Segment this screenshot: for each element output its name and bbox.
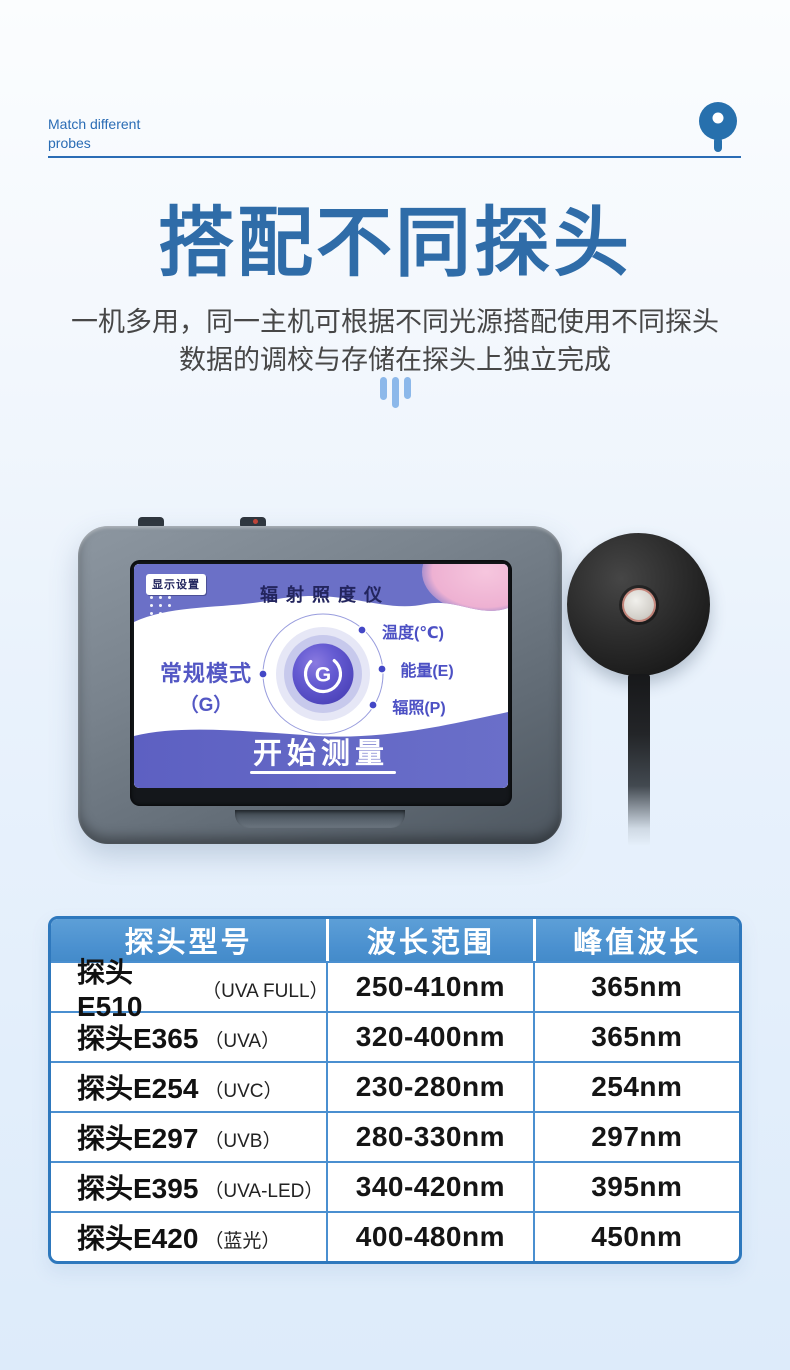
mode-label: 常规模式 （G） — [142, 656, 270, 717]
probe-sensor-eye — [621, 587, 656, 622]
table-row: 探头E254 （UVC） 230-280nm 254nm — [51, 1061, 739, 1111]
probe-tag: （UVC） — [204, 1080, 283, 1102]
table-header-model: 探头型号 — [124, 927, 253, 959]
peak-wavelength: 450nm — [532, 1213, 739, 1261]
probe-tag: （蓝光） — [204, 1230, 281, 1252]
screen-menu-irradiance: 辐照(P) — [392, 700, 446, 717]
table-row: 探头E510 （UVA FULL） 250-410nm 365nm — [51, 957, 739, 1022]
table-row: 探头E420 （蓝光） 400-480nm 450nm — [51, 1211, 739, 1261]
start-button-underline — [250, 771, 396, 774]
dots-grid-decoration — [150, 596, 171, 623]
table-header-peak: 峰值波长 — [532, 919, 739, 961]
probe-model: 探头E254 — [77, 1073, 199, 1104]
probe-spec-table: 探头型号 波长范围 峰值波长 探头E510 （UVA FULL） 250-410n… — [48, 916, 742, 1264]
subtitle: 一机多用，同一主机可根据不同光源搭配使用不同探头 数据的调校与存储在探头上独立完… — [0, 303, 790, 379]
subtitle-line-2: 数据的调校与存储在探头上独立完成 — [179, 345, 611, 375]
wavelength-range: 250-410nm — [326, 963, 532, 1011]
dial-dots — [258, 625, 387, 710]
header-divider — [48, 156, 741, 158]
peak-wavelength: 365nm — [532, 963, 739, 1011]
display-settings-button: 显示设置 — [146, 574, 206, 595]
probe-model: 探头E510 — [77, 957, 143, 1022]
table-row: 探头E297 （UVB） 280-330nm 297nm — [51, 1111, 739, 1161]
probe-model: 探头E365 — [77, 1023, 199, 1054]
probe-model: 探头E395 — [77, 1173, 199, 1204]
probe-model: 探头E297 — [77, 1123, 199, 1154]
device-notch — [235, 810, 405, 828]
dial: G — [258, 613, 387, 735]
peak-wavelength: 365nm — [532, 1013, 739, 1061]
probe-stem — [628, 674, 650, 846]
probe-pin-icon — [699, 102, 737, 152]
peak-wavelength: 254nm — [532, 1063, 739, 1111]
device-bezel: G 显示设置 辐射照度仪 — [130, 560, 512, 806]
probe-tag: （UVA FULL） — [202, 980, 329, 1002]
start-measure-button: 开始测量 — [252, 738, 389, 770]
logo-letter: G — [315, 664, 331, 687]
wavelength-range: 230-280nm — [326, 1063, 532, 1111]
probe-model: 探头E420 — [77, 1223, 199, 1254]
table-row: 探头E395 （UVA-LED） 340-420nm 395nm — [51, 1161, 739, 1211]
table-header-row: 探头型号 波长范围 峰值波长 — [51, 919, 739, 961]
screen-title: 辐射照度仪 — [260, 585, 390, 605]
device-screen: G 显示设置 辐射照度仪 — [134, 564, 508, 788]
decoration-bars — [0, 377, 790, 408]
table-header-range: 波长范围 — [326, 919, 532, 961]
peak-wavelength: 395nm — [532, 1163, 739, 1211]
peak-wavelength: 297nm — [532, 1113, 739, 1161]
tagline-en: Match different probes — [48, 116, 141, 151]
screen-menu-energy: 能量(E) — [400, 663, 454, 680]
wavelength-range: 280-330nm — [326, 1113, 532, 1161]
screen-menu-temperature: 温度(℃) — [381, 625, 445, 642]
mode-label-line2: （G） — [179, 695, 233, 716]
wavelength-range: 400-480nm — [326, 1213, 532, 1261]
subtitle-line-1: 一机多用，同一主机可根据不同光源搭配使用不同探头 — [71, 307, 719, 337]
probe-tag: （UVA-LED） — [204, 1180, 324, 1202]
mode-label-line1: 常规模式 — [159, 661, 252, 686]
probe-tag: （UVB） — [204, 1130, 282, 1152]
page-title: 搭配不同探头 — [158, 202, 632, 286]
probe-tag: （UVA） — [204, 1030, 281, 1052]
product-image: G 显示设置 辐射照度仪 — [78, 517, 710, 846]
meter-device: G 显示设置 辐射照度仪 — [78, 526, 562, 844]
wavelength-range: 320-400nm — [326, 1013, 532, 1061]
probe-head — [567, 533, 710, 676]
wavelength-range: 340-420nm — [326, 1163, 532, 1211]
table-row: 探头E365 （UVA） 320-400nm 365nm — [51, 1011, 739, 1061]
screen-background: G — [134, 564, 508, 788]
device-indicator-dot — [253, 519, 258, 524]
